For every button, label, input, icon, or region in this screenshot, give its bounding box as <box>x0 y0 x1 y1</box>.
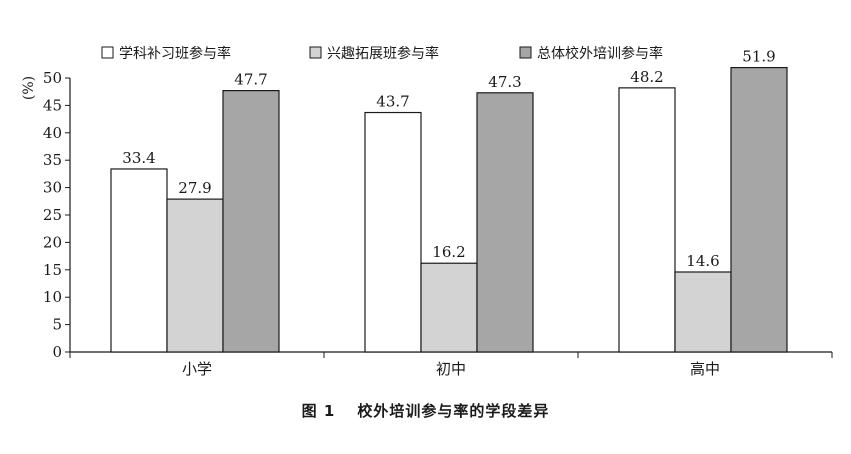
bar-data-label: 33.4 <box>122 149 155 167</box>
y-tick-label: 5 <box>52 316 62 334</box>
y-tick-label: 40 <box>43 124 62 142</box>
bar <box>364 111 422 353</box>
bar <box>674 271 732 353</box>
y-tick-label: 15 <box>43 261 62 279</box>
bar-data-label: 43.7 <box>376 93 409 111</box>
bar-data-label: 51.9 <box>742 48 775 66</box>
bar <box>420 262 478 353</box>
bar-data-label: 47.7 <box>234 71 267 89</box>
legend-label: 总体校外培训参与率 <box>537 45 663 62</box>
y-tick-label: 30 <box>43 179 62 197</box>
y-tick-label: 10 <box>43 288 62 306</box>
y-tick-label: 20 <box>43 233 62 251</box>
figure-caption: 图 1 校外培训参与率的学段差异 <box>0 400 851 421</box>
figure-number: 图 1 <box>301 402 336 420</box>
y-tick-label: 45 <box>43 96 62 114</box>
y-axis-label: (%) <box>21 76 37 100</box>
bar <box>166 198 224 353</box>
bar <box>476 92 534 353</box>
y-tick-label: 50 <box>43 69 62 87</box>
chart-canvas: 0 5 10 15 20 25 30 35 40 45 50 (%) 小学 初中 高中 33.4 43.7 48.… <box>21 45 833 378</box>
bar-data-label: 27.9 <box>178 179 211 197</box>
bar <box>618 87 676 353</box>
x-category-label: 初中 <box>436 360 466 378</box>
legend-swatch <box>519 46 532 59</box>
bar <box>110 168 168 353</box>
bar-data-label: 16.2 <box>432 243 465 261</box>
legend-label: 兴趣拓展班参与率 <box>327 45 439 62</box>
y-tick-label: 35 <box>43 151 62 169</box>
x-category-label: 小学 <box>182 360 212 378</box>
bar <box>222 90 280 353</box>
x-category-label: 高中 <box>690 360 720 378</box>
figure-title: 校外培训参与率的学段差异 <box>357 402 550 420</box>
bar-data-label: 48.2 <box>630 68 663 86</box>
y-tick-label: 25 <box>43 206 62 224</box>
legend-label: 学科补习班参与率 <box>119 45 231 62</box>
bar-data-label: 14.6 <box>686 252 719 270</box>
legend-swatch <box>309 46 322 59</box>
legend-swatch <box>101 46 114 59</box>
bar <box>730 66 788 353</box>
y-tick-label: 0 <box>52 343 62 361</box>
bar-data-label: 47.3 <box>488 73 521 91</box>
